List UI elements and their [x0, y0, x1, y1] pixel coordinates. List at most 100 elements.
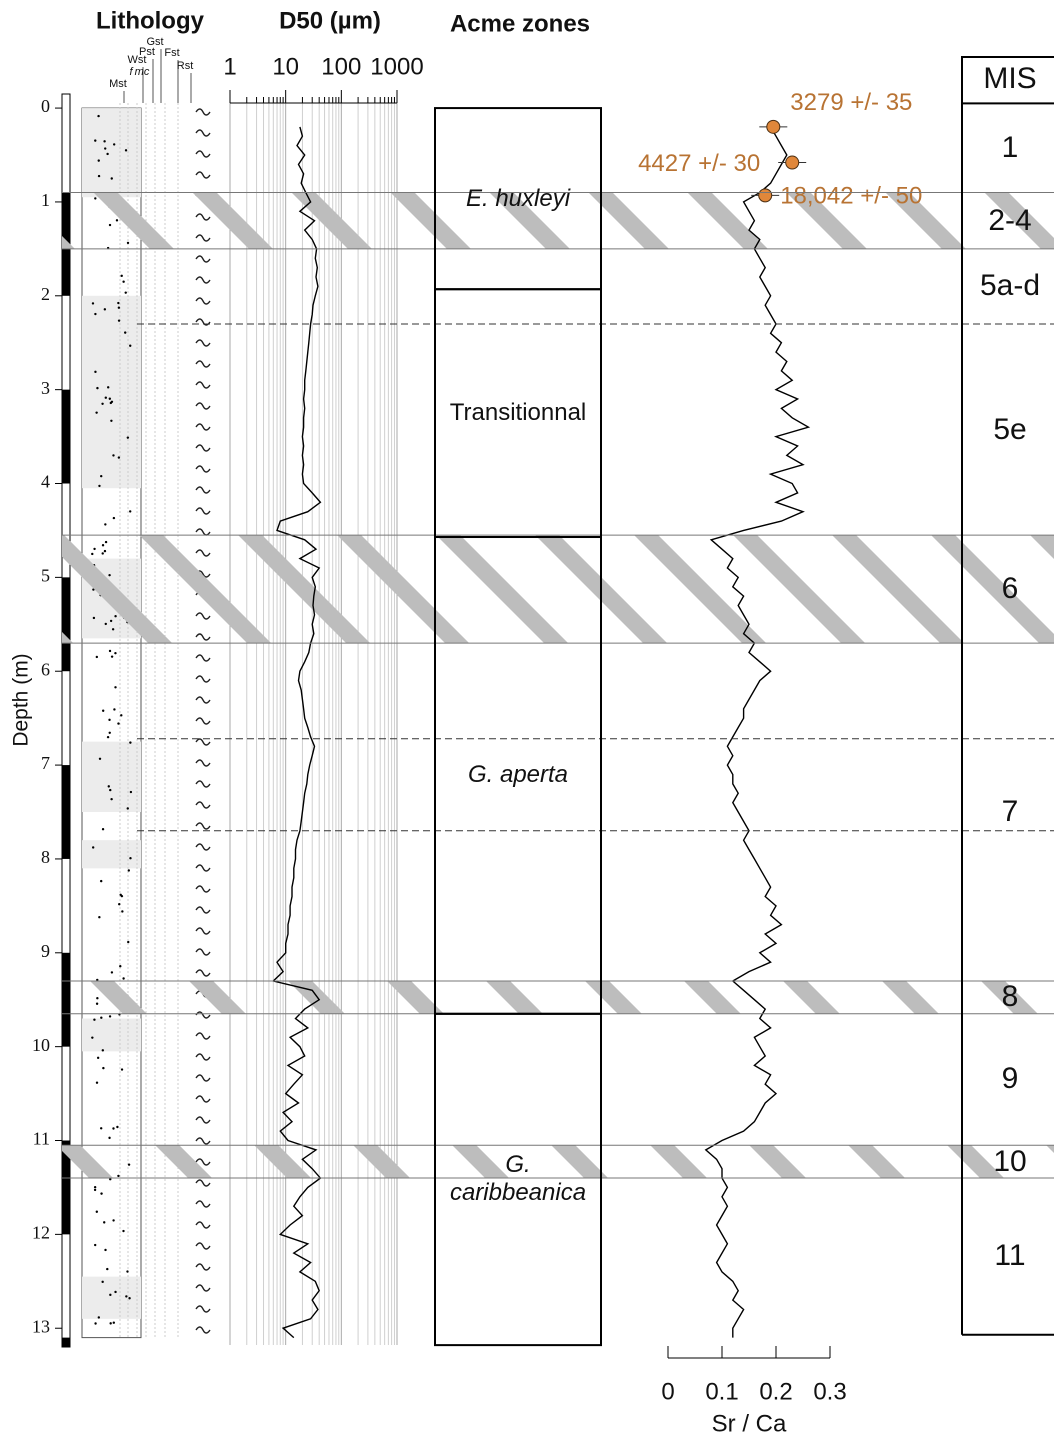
grain-dot: [101, 1049, 105, 1052]
y-tick-label: 8: [41, 847, 50, 867]
glacial-band: [62, 192, 1054, 249]
grain-dot: [129, 857, 132, 860]
grain-dot: [100, 1192, 103, 1195]
grain-dot: [129, 510, 132, 513]
grain-dot: [93, 1243, 97, 1247]
grey-interval: [82, 840, 141, 869]
bioturbation-symbol: [195, 1242, 211, 1250]
grain-dot: [119, 965, 122, 968]
grain-dot: [94, 1322, 97, 1325]
mis-stage-label: 1: [1001, 130, 1019, 164]
grain-dot: [122, 1229, 125, 1233]
mis-stage-label: 5e: [993, 412, 1027, 446]
lithology-class: Mst: [109, 78, 127, 90]
lithology-class: Rst: [177, 60, 194, 72]
lithology-class: Gst: [146, 36, 163, 48]
grain-dot: [127, 869, 131, 872]
grain-dot: [99, 1127, 103, 1130]
grain-dot: [112, 1321, 116, 1324]
bioturbation-symbol: [195, 780, 211, 788]
grain-dot: [122, 280, 125, 283]
bioturbation-symbol: [195, 423, 211, 431]
x-tick-label: 0.2: [759, 1378, 792, 1405]
grain-dot: [97, 1316, 101, 1319]
bioturbation-symbol: [195, 654, 211, 662]
grain-dot: [118, 903, 121, 906]
acme-zone: [434, 1012, 602, 1347]
bioturbation-symbol: [195, 864, 211, 872]
grain-dot: [91, 1036, 94, 1039]
grain-dot: [91, 302, 95, 305]
lithology-title: Lithology: [96, 7, 205, 34]
grain-dot: [91, 846, 95, 849]
grain-dot: [124, 331, 127, 334]
bioturbation-symbol: [195, 1074, 211, 1082]
acme-zone-label: E. huxleyi: [465, 184, 571, 212]
mis-stage-label: 7: [1001, 795, 1019, 828]
date-label: 4427 +/- 30: [638, 150, 760, 177]
bioturbation-symbol: [195, 528, 211, 536]
grain-dot: [116, 1125, 119, 1129]
y-tick-label: 10: [32, 1035, 50, 1055]
bioturbation-symbol: [195, 675, 211, 683]
x-axis-label: Sr / Ca: [712, 1410, 787, 1437]
grain-dot: [93, 1188, 97, 1192]
grain-dot: [95, 411, 98, 414]
grain-dot: [126, 436, 130, 439]
bioturbation-symbol: [195, 1032, 211, 1040]
y-tick-label: 5: [41, 565, 50, 585]
grain-dot: [110, 419, 113, 422]
grey-interval: [82, 1018, 141, 1052]
grain-dot: [110, 971, 114, 974]
core-section: [62, 1337, 70, 1347]
grain-dot: [108, 397, 112, 400]
grain-size: mc: [135, 66, 150, 78]
bioturbation-symbol: [195, 717, 211, 725]
bioturbation-symbol: [195, 801, 211, 809]
grain-dot: [117, 301, 120, 305]
grain-dot: [107, 785, 110, 788]
grain-dot: [97, 159, 100, 162]
grain-dot: [114, 651, 117, 655]
grain-dot: [95, 655, 99, 659]
acme-title: Acme zones: [450, 10, 590, 37]
bioturbation-symbol: [195, 948, 211, 956]
grain-dot: [120, 714, 123, 717]
bioturbation-symbol: [195, 1095, 211, 1103]
mis-stage-label: 11: [994, 1239, 1026, 1273]
bioturbation-symbol: [195, 906, 211, 914]
grain-dot: [110, 177, 113, 180]
bioturbation-symbol: [195, 255, 211, 263]
mis-stage-label: 8: [1001, 980, 1019, 1014]
grain-dot: [127, 940, 130, 944]
bioturbation-symbol: [195, 171, 211, 179]
bioturbation-symbol: [195, 360, 211, 368]
bioturbation-symbol: [195, 276, 211, 284]
date-point: [785, 155, 800, 170]
grain-dot: [126, 1270, 129, 1273]
y-tick-label: 11: [33, 1129, 50, 1149]
x-tick-label: 100: [321, 53, 361, 80]
bioturbation-symbol: [195, 1263, 211, 1271]
grain-dot: [119, 893, 122, 897]
bioturbation-symbol: [195, 297, 211, 305]
grain-dot: [112, 1219, 115, 1222]
data-line: [271, 126, 322, 1339]
grain-dot: [101, 1280, 104, 1284]
grain-dot: [100, 1016, 103, 1019]
grain-dot: [128, 1297, 131, 1300]
grain-dot: [97, 114, 100, 118]
mis-stage-label: 9: [1001, 1062, 1019, 1096]
bioturbation-symbol: [195, 339, 211, 347]
grain-dot: [112, 143, 116, 146]
grain-dot: [94, 139, 97, 142]
grain-dot: [113, 708, 116, 711]
bioturbation-symbol: [195, 1116, 211, 1124]
bioturbation-symbol: [195, 507, 211, 515]
grain-dot: [106, 386, 110, 389]
grey-interval: [82, 108, 141, 198]
grain-dot: [95, 1210, 99, 1213]
grain-dot: [108, 1136, 111, 1140]
core-section: [62, 765, 70, 859]
y-tick-label: 1: [41, 190, 50, 210]
